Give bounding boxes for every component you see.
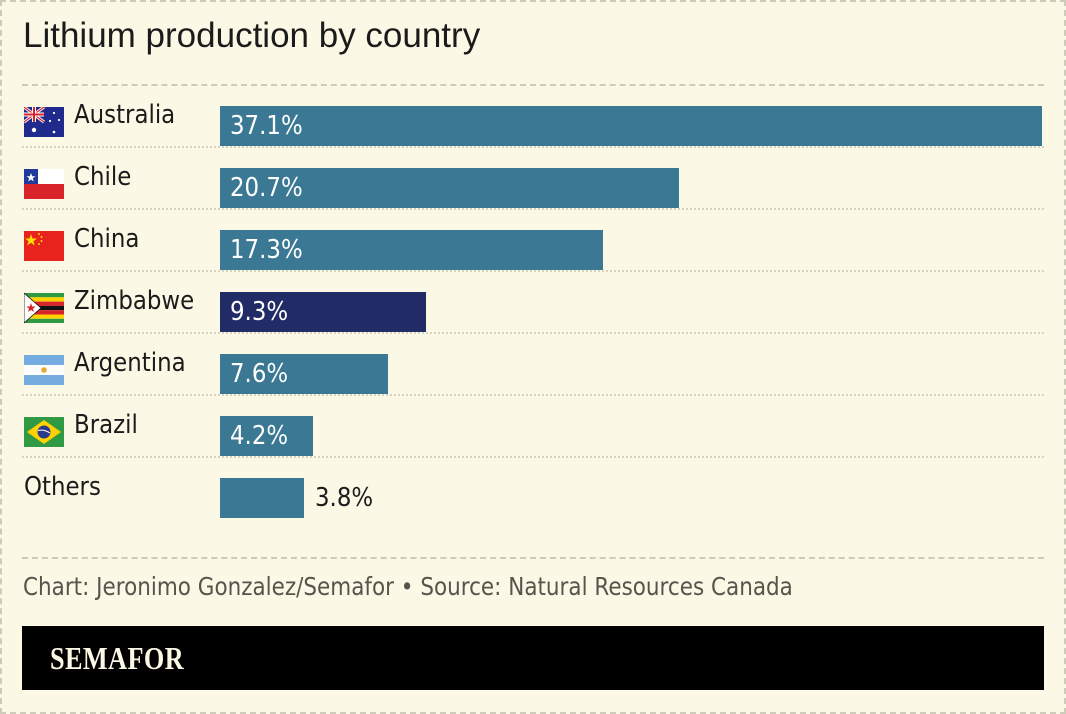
bar: 4.2%: [220, 416, 313, 456]
australia-flag-icon: [23, 105, 64, 137]
bar: 20.7%: [220, 168, 679, 208]
row-divider: [22, 208, 1044, 210]
bar-row-brazil: Brazil 4.2%: [22, 396, 1044, 458]
value-label: 7.6%: [230, 359, 289, 389]
bar: 7.6%: [220, 354, 388, 394]
value-label: 3.8%: [315, 483, 374, 513]
value-label: 17.3%: [230, 235, 303, 265]
row-divider: [22, 456, 1044, 458]
semafor-logo: SEMAFOR: [50, 640, 185, 676]
zimbabwe-flag-icon: [23, 292, 64, 324]
header-divider: [22, 84, 1044, 86]
bar: 3.8%: [220, 478, 373, 518]
bar: 17.3%: [220, 230, 603, 270]
source-note: Chart: Jeronimo Gonzalez/Semafor • Sourc…: [23, 572, 793, 601]
brand-bar: SEMAFOR: [22, 626, 1044, 690]
country-label: Australia: [74, 100, 176, 130]
country-label: Argentina: [74, 348, 186, 378]
bar-row-argentina: Argentina 7.6%: [22, 334, 1044, 396]
bar-row-australia: Australia 37.1%: [22, 86, 1044, 148]
country-label: Brazil: [74, 410, 138, 440]
country-label: Zimbabwe: [74, 286, 195, 316]
country-label: Chile: [74, 162, 132, 192]
row-divider: [22, 332, 1044, 334]
value-label: 9.3%: [230, 297, 289, 327]
bar-row-china: China 17.3%: [22, 210, 1044, 272]
country-label: Others: [24, 472, 101, 502]
value-label: 4.2%: [230, 421, 289, 451]
row-divider: [22, 270, 1044, 272]
row-divider: [22, 146, 1044, 148]
value-label: 20.7%: [230, 173, 303, 203]
bar-row-chile: Chile 20.7%: [22, 148, 1044, 210]
china-flag-icon: [24, 231, 64, 261]
footer-divider: [22, 557, 1044, 559]
chile-flag-icon: [24, 169, 64, 199]
row-divider: [22, 394, 1044, 396]
chart-title: Lithium production by country: [23, 16, 481, 55]
bar: 9.3%: [220, 292, 426, 332]
value-label: 37.1%: [230, 111, 303, 141]
brazil-flag-icon: [24, 417, 64, 447]
bar: 37.1%: [220, 106, 1042, 146]
bar-row-zimbabwe: Zimbabwe 9.3%: [22, 272, 1044, 334]
bar-row-others: Others 3.8%: [22, 458, 1044, 520]
country-label: China: [74, 224, 140, 254]
argentina-flag-icon: [24, 355, 64, 385]
